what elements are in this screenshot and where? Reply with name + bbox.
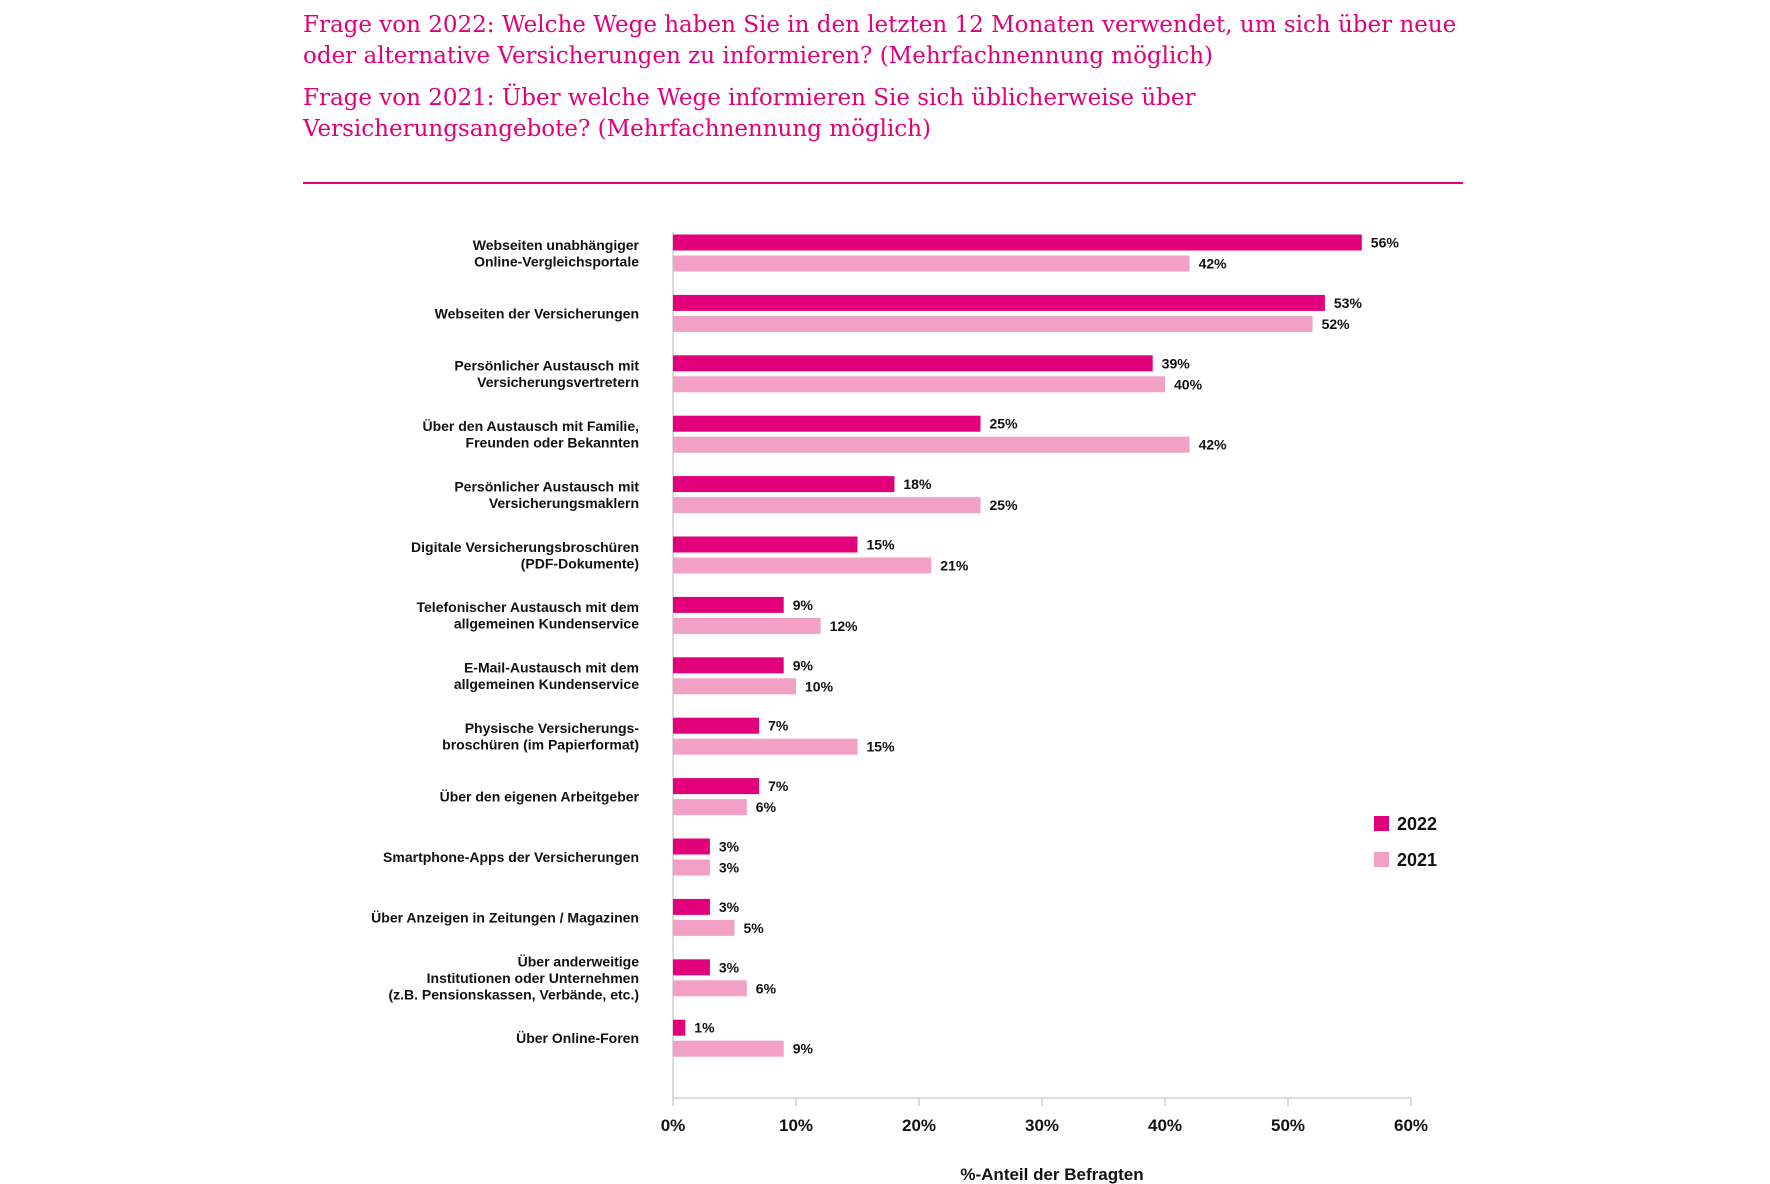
bar-2021 <box>673 799 747 816</box>
bar-2022 <box>673 234 1362 251</box>
data-label-2021: 52% <box>1322 316 1351 332</box>
category-label: Physische Versicherungs-broschüren (im P… <box>442 720 639 753</box>
data-label-2021: 42% <box>1199 256 1228 272</box>
heading-divider <box>303 182 1463 184</box>
category-label: Über den Austausch mit Familie, Freunden … <box>422 418 639 451</box>
data-label-2021: 25% <box>990 497 1019 513</box>
data-label-2022: 3% <box>719 959 740 975</box>
category-label: E-Mail-Austausch mit dem allgemeinen Kund… <box>454 660 639 693</box>
x-tick-label: 60% <box>1394 1116 1428 1135</box>
category-label: Über Online-Foren <box>516 1030 639 1046</box>
bar-2021 <box>673 376 1165 393</box>
bar-2021 <box>673 859 710 876</box>
bar-2022 <box>673 657 784 674</box>
data-label-2022: 15% <box>867 537 896 553</box>
data-label-2022: 7% <box>768 718 789 734</box>
bar-2022 <box>673 959 710 976</box>
x-tick-label: 20% <box>902 1116 936 1135</box>
bar-2021 <box>673 738 858 755</box>
data-label-2021: 42% <box>1199 437 1228 453</box>
x-tick-label: 40% <box>1148 1116 1182 1135</box>
data-label-2021: 6% <box>756 799 777 815</box>
category-label: Persönlicher Austausch mit Versicherungsv… <box>454 358 639 391</box>
question-2021-heading: Frage von 2021: Über welche Wege informi… <box>303 85 1196 142</box>
data-label-2022: 53% <box>1334 295 1363 311</box>
bar-2021 <box>673 315 1313 332</box>
bar-2021 <box>673 436 1190 453</box>
data-label-2022: 25% <box>990 416 1019 432</box>
data-label-2021: 21% <box>940 558 969 574</box>
bar-2022 <box>673 838 710 855</box>
legend-label-2022: 2022 <box>1397 814 1437 834</box>
data-label-2021: 15% <box>867 739 896 755</box>
bar-2022 <box>673 536 858 553</box>
category-label: Webseiten der Versicherungen <box>435 305 639 321</box>
category-label: Telefonischer Austausch mit dem allgemein… <box>417 599 640 632</box>
bar-2022 <box>673 415 981 432</box>
bar-2022 <box>673 778 760 795</box>
data-label-2022: 7% <box>768 778 789 794</box>
data-label-2022: 56% <box>1371 235 1400 251</box>
x-tick-label: 30% <box>1025 1116 1059 1135</box>
data-label-2022: 1% <box>694 1020 715 1036</box>
x-tick-label: 50% <box>1271 1116 1305 1135</box>
legend-swatch-2021 <box>1374 852 1389 867</box>
category-label: Über anderweitige Institutionen oder Unte… <box>388 953 639 1002</box>
data-label-2021: 40% <box>1174 376 1203 392</box>
category-label: Über den eigenen Arbeitgeber <box>440 789 640 805</box>
question-2022-heading: Frage von 2022: Welche Wege haben Sie in… <box>303 12 1457 69</box>
data-label-2022: 18% <box>903 476 932 492</box>
x-axis-label: %-Anteil der Befragten <box>960 1165 1143 1184</box>
data-label-2021: 5% <box>744 920 765 936</box>
bar-2021 <box>673 557 932 574</box>
bar-2022 <box>673 294 1325 311</box>
category-label: Digitale Versicherungsbroschüren (PDF-Dok… <box>411 539 639 572</box>
bar-2022 <box>673 355 1153 372</box>
category-labels-group: Webseiten unabhängiger Online-Vergleichsp… <box>371 237 639 1046</box>
data-label-2022: 3% <box>719 899 740 915</box>
category-label: Über Anzeigen in Zeitungen / Magazinen <box>371 909 639 925</box>
data-label-2022: 3% <box>719 839 740 855</box>
data-label-2022: 39% <box>1162 355 1191 371</box>
bar-2022 <box>673 717 760 734</box>
category-label: Smartphone-Apps der Versicherungen <box>383 849 639 865</box>
data-label-2021: 10% <box>805 678 834 694</box>
bar-2021 <box>673 255 1190 272</box>
bar-2021 <box>673 919 735 936</box>
category-label: Webseiten unabhängiger Online-Vergleichsp… <box>473 237 640 270</box>
data-label-2021: 3% <box>719 860 740 876</box>
bars-group: 56% 42% 53% 52% 39% 40% 25% 42% 18% 25% 15% 21% 9% 12… <box>673 234 1400 1057</box>
data-label-2021: 6% <box>756 980 777 996</box>
data-label-2021: 12% <box>830 618 859 634</box>
data-label-2021: 9% <box>793 1041 814 1057</box>
x-tick-label: 0% <box>661 1116 686 1135</box>
category-label: Persönlicher Austausch mit Versicherungsm… <box>454 478 639 511</box>
legend-label-2021: 2021 <box>1397 850 1437 870</box>
legend: 2022 2021 <box>1374 814 1437 870</box>
bar-2022 <box>673 1019 686 1036</box>
bar-2022 <box>673 476 895 493</box>
bar-2022 <box>673 596 784 613</box>
bar-2021 <box>673 617 821 634</box>
bar-2021 <box>673 1040 784 1057</box>
legend-swatch-2022 <box>1374 816 1389 831</box>
data-label-2022: 9% <box>793 657 814 673</box>
bar-2022 <box>673 898 710 915</box>
bar-2021 <box>673 678 796 695</box>
bar-2021 <box>673 980 747 997</box>
bar-2021 <box>673 497 981 514</box>
x-tick-labels-group: 0% 10% 20% 30% 40% 50% 60% <box>661 1116 1428 1135</box>
data-label-2022: 9% <box>793 597 814 613</box>
x-tick-label: 10% <box>779 1116 813 1135</box>
